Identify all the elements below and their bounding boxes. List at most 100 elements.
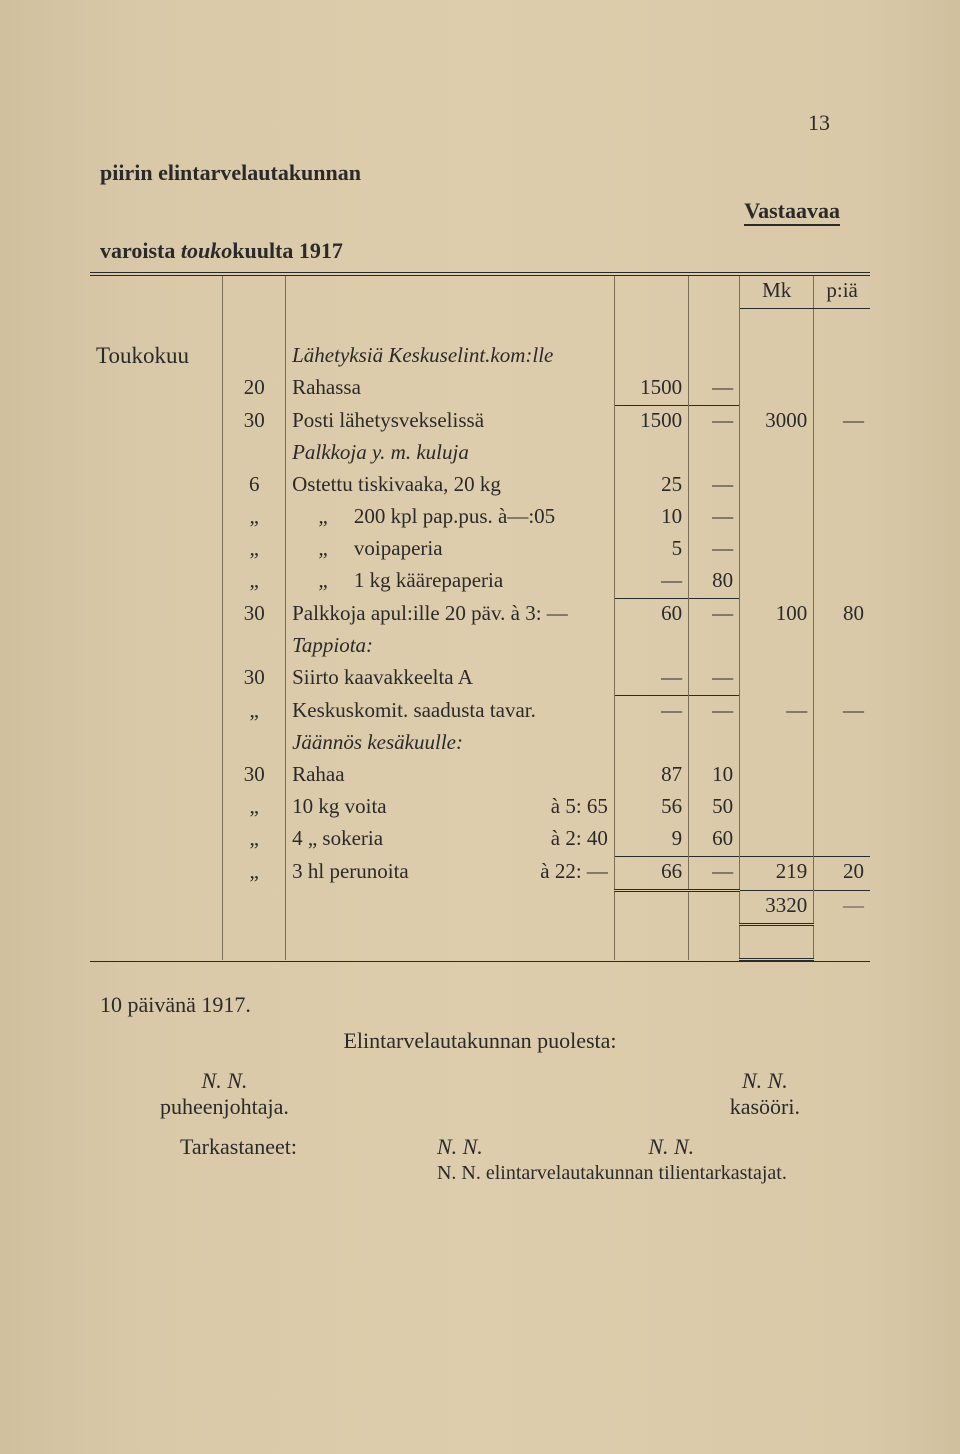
mk-cell xyxy=(740,566,814,599)
mk-cell: 100 xyxy=(740,599,814,632)
mk-cell xyxy=(740,373,814,406)
header-line2-plain: varoista xyxy=(100,238,181,263)
day-cell: 20 xyxy=(223,373,286,406)
signature-row: N. N. puheenjohtaja. N. N. kasööri. xyxy=(100,1068,860,1120)
sub-mk-cell: 87 xyxy=(614,760,688,792)
sub-p-cell xyxy=(689,341,740,373)
page-number: 13 xyxy=(808,110,830,136)
footer: 10 päivänä 1917. Elintarvelautakunnan pu… xyxy=(90,992,870,1185)
table-row: „10 kg voitaà 5: 655650 xyxy=(90,792,870,824)
table-row: Jäännös kesäkuulle: xyxy=(90,728,870,760)
day-cell: „ xyxy=(223,824,286,857)
p-cell xyxy=(814,341,870,373)
table-row: 30Palkkoja apul:ille 20 päv. à 3: —60—10… xyxy=(90,599,870,632)
mk-cell xyxy=(740,792,814,824)
day-cell: „ xyxy=(223,566,286,599)
mk-cell: 219 xyxy=(740,857,814,891)
sig-left-name: N. N. xyxy=(160,1068,289,1094)
desc-cell: Palkkoja apul:ille 20 päv. à 3: — xyxy=(286,599,615,632)
table-row: Palkkoja y. m. kuluja xyxy=(90,438,870,470)
checker-1: N. N. xyxy=(437,1134,483,1159)
desc-cell: Siirto kaavakkeelta A xyxy=(286,663,615,696)
sub-mk-cell xyxy=(614,341,688,373)
p-cell xyxy=(814,663,870,696)
ledger-table-wrap: Mk p:iä ToukokuuLähetyksiä Keskuselint.k… xyxy=(90,272,870,962)
day-cell: „ xyxy=(223,857,286,891)
table-row: Tappiota: xyxy=(90,631,870,663)
sub-p-cell: — xyxy=(689,470,740,502)
sub-p-cell: — xyxy=(689,373,740,406)
footer-on-behalf: Elintarvelautakunnan puolesta: xyxy=(100,1028,860,1054)
header-right: Vastaavaa xyxy=(744,198,840,226)
sub-mk-cell: — xyxy=(614,566,688,599)
sub-p-cell: — xyxy=(689,696,740,729)
mk-cell xyxy=(740,341,814,373)
mk-cell xyxy=(740,470,814,502)
p-cell xyxy=(814,373,870,406)
day-cell: 30 xyxy=(223,760,286,792)
day-cell: „ xyxy=(223,696,286,729)
sub-mk-cell: 9 xyxy=(614,824,688,857)
table-row: ToukokuuLähetyksiä Keskuselint.kom:lle xyxy=(90,341,870,373)
table-row: „Keskuskomit. saadusta tavar.———— xyxy=(90,696,870,729)
mk-cell xyxy=(740,824,814,857)
desc-cell: 10 kg voitaà 5: 65 xyxy=(286,792,615,824)
sub-mk-cell: — xyxy=(614,663,688,696)
day-cell: 6 xyxy=(223,470,286,502)
header-line-1: piirin elintarvelautakunnan xyxy=(100,160,870,186)
sub-p-cell: 50 xyxy=(689,792,740,824)
desc-cell: Posti lähetysvekselissä xyxy=(286,406,615,439)
sub-mk-cell: 66 xyxy=(614,857,688,891)
spacer-row xyxy=(90,309,870,342)
mk-cell xyxy=(740,438,814,470)
day-cell: „ xyxy=(223,502,286,534)
p-cell xyxy=(814,438,870,470)
day-cell xyxy=(223,631,286,663)
sub-p-cell xyxy=(689,728,740,760)
mk-cell xyxy=(740,534,814,566)
day-cell: „ xyxy=(223,534,286,566)
checked-row: Tarkastaneet: N. N. N. N. N. N. elintarv… xyxy=(100,1134,860,1185)
header-line2-rest: kuulta 1917 xyxy=(232,238,343,263)
mk-cell: — xyxy=(740,696,814,729)
day-cell xyxy=(223,728,286,760)
table-row: 30Posti lähetysvekselissä1500—3000— xyxy=(90,406,870,439)
header-line2-italic: touko xyxy=(181,238,232,263)
sub-p-cell: 60 xyxy=(689,824,740,857)
footer-date: 10 päivänä 1917. xyxy=(100,992,860,1018)
desc-cell: Palkkoja y. m. kuluja xyxy=(286,438,615,470)
sub-p-cell: — xyxy=(689,663,740,696)
desc-cell: Rahassa xyxy=(286,373,615,406)
table-row: 30Siirto kaavakkeelta A—— xyxy=(90,663,870,696)
sig-right-name: N. N. xyxy=(730,1068,800,1094)
p-cell xyxy=(814,824,870,857)
month-label: Toukokuu xyxy=(90,341,223,373)
col-header-p: p:iä xyxy=(814,276,870,309)
table-row: „ „ 200 kpl pap.pus. à—:0510— xyxy=(90,502,870,534)
desc-cell: „ 200 kpl pap.pus. à—:05 xyxy=(286,502,615,534)
p-cell xyxy=(814,792,870,824)
desc-cell: Rahaa xyxy=(286,760,615,792)
checker-line: N. N. elintarvelautakunnan tilientarkast… xyxy=(437,1162,787,1185)
sub-mk-cell: 60 xyxy=(614,599,688,632)
table-row: 30Rahaa8710 xyxy=(90,760,870,792)
sub-p-cell: — xyxy=(689,406,740,439)
checkers: N. N. N. N. N. N. elintarvelautakunnan t… xyxy=(437,1134,787,1185)
desc-cell: Keskuskomit. saadusta tavar. xyxy=(286,696,615,729)
sig-right-title: kasööri. xyxy=(730,1094,800,1120)
desc-cell: 3 hl perunoitaà 22: — xyxy=(286,857,615,891)
day-cell: 30 xyxy=(223,406,286,439)
p-cell xyxy=(814,728,870,760)
end-double-rule xyxy=(90,925,870,960)
sub-p-cell xyxy=(689,438,740,470)
sig-left-title: puheenjohtaja. xyxy=(160,1094,289,1120)
day-cell: 30 xyxy=(223,663,286,696)
total-p: — xyxy=(814,891,870,925)
desc-cell: Ostettu tiskivaaka, 20 kg xyxy=(286,470,615,502)
sub-p-cell: — xyxy=(689,857,740,891)
mk-cell xyxy=(740,728,814,760)
sub-p-cell: 10 xyxy=(689,760,740,792)
p-cell xyxy=(814,631,870,663)
document-page: 13 piirin elintarvelautakunnan Vastaavaa… xyxy=(0,0,960,1454)
p-cell xyxy=(814,502,870,534)
